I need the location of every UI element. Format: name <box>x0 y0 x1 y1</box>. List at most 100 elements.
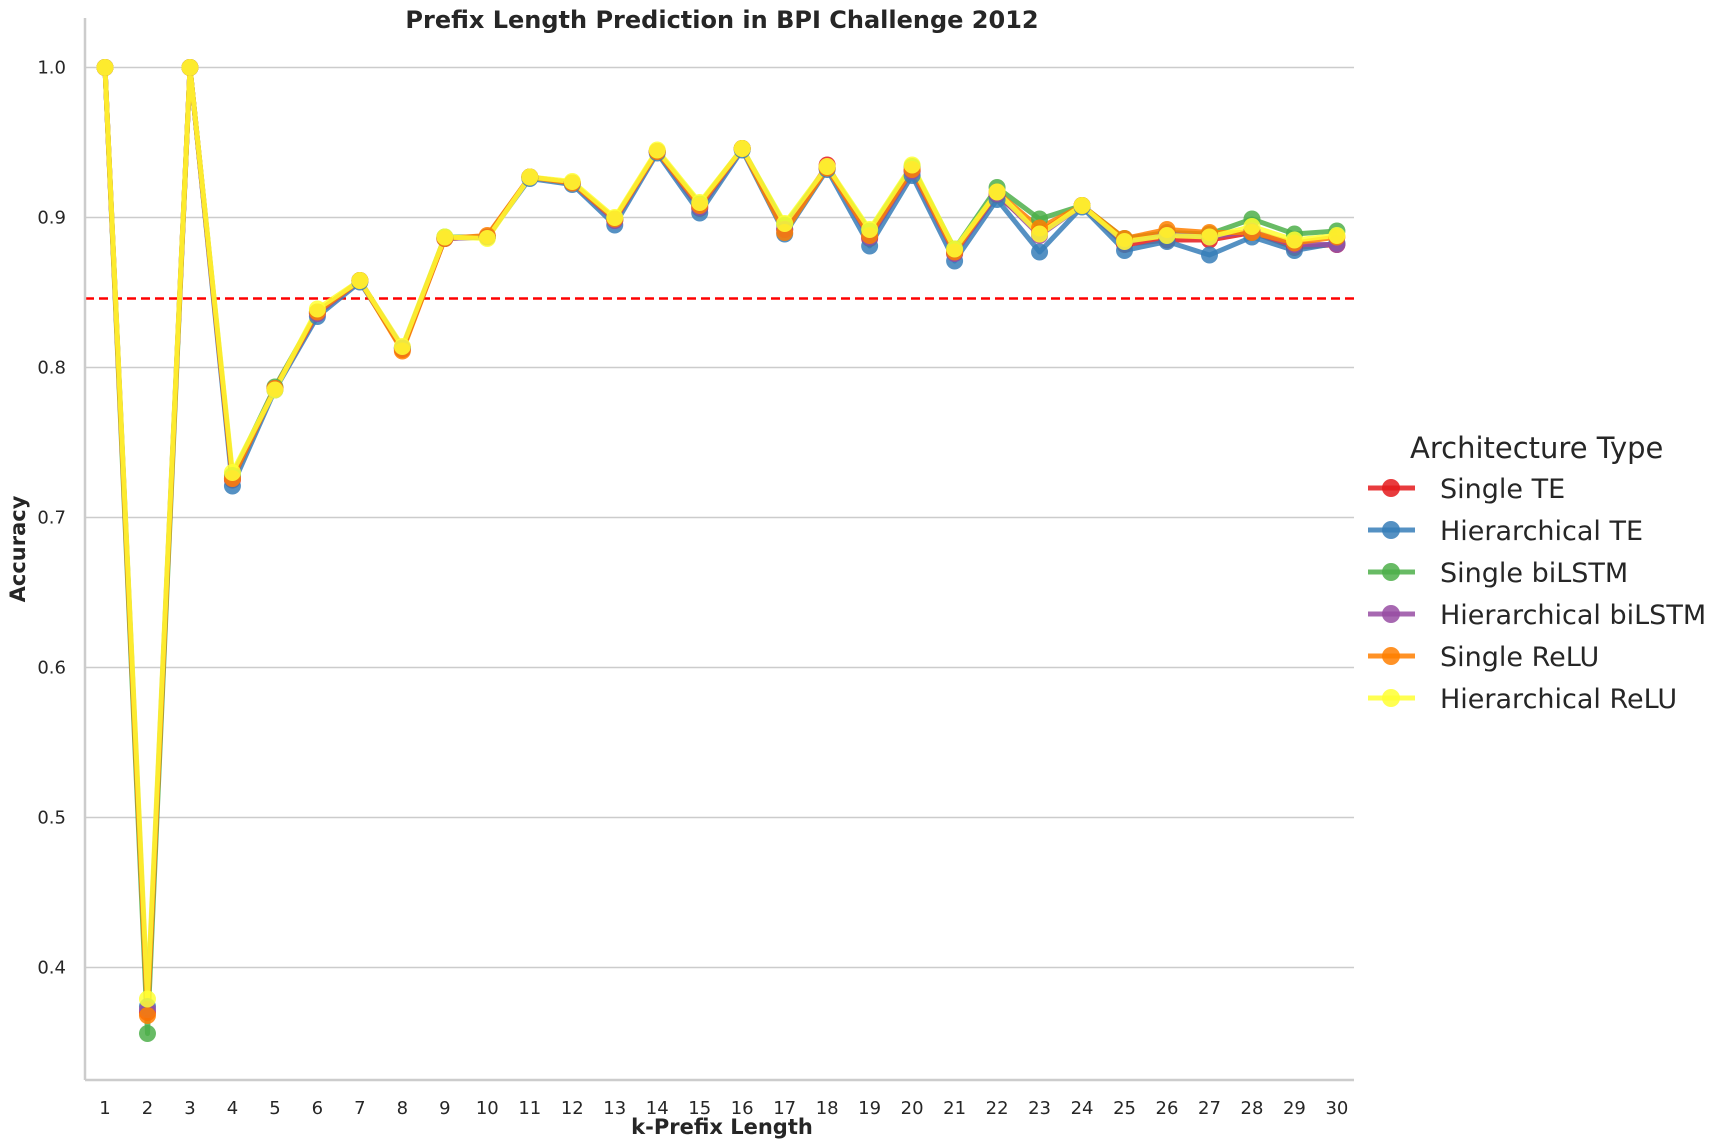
legend-marker <box>1382 689 1400 707</box>
data-point <box>1285 231 1303 249</box>
x-tick-label: 23 <box>1028 1098 1051 1119</box>
y-tick-labels: 0.4 0.5 0.6 0.7 0.8 0.9 1.0 <box>37 58 66 979</box>
x-tick-label: 15 <box>688 1098 711 1119</box>
data-point <box>223 464 241 481</box>
series-line <box>102 65 1338 1009</box>
y-tick-label: 0.6 <box>37 658 66 679</box>
x-tick-label: 9 <box>439 1098 450 1119</box>
x-tick-label: 3 <box>184 1098 195 1119</box>
legend-marker <box>1382 647 1400 665</box>
series-line <box>102 65 1338 1002</box>
legend: Architecture Type Single TE Hierarchical … <box>1368 431 1706 715</box>
y-tick-label: 0.8 <box>37 358 66 379</box>
series-line <box>102 65 1337 1012</box>
data-point <box>1073 197 1091 214</box>
data-point <box>1031 243 1049 261</box>
legend-marker <box>1382 605 1400 623</box>
y-tick-label: 0.5 <box>37 808 66 829</box>
data-point <box>691 194 709 211</box>
data-point <box>648 141 666 159</box>
data-point <box>1158 227 1176 244</box>
legend-label: Hierarchical ReLU <box>1440 684 1677 715</box>
data-point <box>393 338 411 355</box>
legend-label: Hierarchical biLSTM <box>1440 600 1706 631</box>
series-points <box>96 59 1346 1042</box>
x-tick-label: 30 <box>1325 1098 1348 1119</box>
data-point <box>1031 225 1049 243</box>
data-point <box>606 209 624 226</box>
data-point <box>351 272 369 289</box>
data-point <box>266 381 284 399</box>
x-tick-label: 26 <box>1156 1098 1179 1119</box>
data-point <box>1200 246 1218 264</box>
x-tick-label: 27 <box>1198 1098 1221 1119</box>
y-tick-label: 0.7 <box>37 508 66 529</box>
series-lines <box>102 65 1338 1036</box>
x-tick-label: 2 <box>142 1098 153 1119</box>
series-line <box>102 65 1338 1036</box>
legend-label: Single biLSTM <box>1440 558 1628 589</box>
x-tick-label: 12 <box>561 1098 584 1119</box>
x-tick-label: 6 <box>312 1098 323 1119</box>
x-tick-label: 17 <box>773 1098 796 1119</box>
data-point <box>138 1025 156 1042</box>
series-line <box>102 65 1338 1015</box>
x-tick-label: 19 <box>858 1098 881 1119</box>
chart-title: Prefix Length Prediction in BPI Challeng… <box>405 6 1038 34</box>
x-tick-label: 22 <box>986 1098 1009 1119</box>
data-point <box>988 183 1006 201</box>
y-tick-label: 0.9 <box>37 208 66 229</box>
x-tick-label: 1 <box>99 1098 110 1119</box>
legend-marker <box>1382 479 1400 497</box>
data-point <box>861 221 879 238</box>
x-tick-labels: 1 2 3 4 5 6 7 8 9 10 11 12 13 14 15 16 17 18 19 20 21 22 23 24 2… <box>99 1098 1348 1119</box>
y-tick-label: 0.4 <box>37 958 66 979</box>
x-tick-label: 25 <box>1113 1098 1136 1119</box>
data-point <box>1116 233 1134 250</box>
x-tick-label: 13 <box>603 1098 626 1119</box>
data-point <box>733 140 751 157</box>
y-axis-label: Accuracy <box>6 495 30 602</box>
data-point <box>96 59 114 76</box>
x-tick-label: 8 <box>397 1098 408 1119</box>
legend-label: Hierarchical TE <box>1440 516 1643 547</box>
x-tick-label: 5 <box>269 1098 280 1119</box>
data-point <box>181 59 199 76</box>
x-tick-label: 28 <box>1241 1098 1264 1119</box>
data-point <box>436 228 454 246</box>
series-line <box>102 65 1338 1018</box>
axes <box>83 18 1354 1082</box>
legend-marker <box>1382 563 1400 581</box>
x-tick-label: 24 <box>1071 1098 1094 1119</box>
data-point <box>1243 218 1261 235</box>
data-point <box>478 230 496 247</box>
data-point <box>521 168 539 186</box>
x-tick-label: 4 <box>227 1098 238 1119</box>
x-axis-label: k-Prefix Length <box>631 1115 813 1139</box>
legend-title: Architecture Type <box>1410 431 1663 465</box>
y-tick-label: 1.0 <box>37 58 66 79</box>
legend-label: Single ReLU <box>1440 642 1599 673</box>
x-tick-label: 18 <box>816 1098 839 1119</box>
legend-marker <box>1382 521 1400 539</box>
data-point <box>903 156 921 174</box>
x-tick-label: 11 <box>518 1098 541 1119</box>
x-tick-label: 10 <box>476 1098 499 1119</box>
x-tick-label: 20 <box>901 1098 924 1119</box>
data-point <box>308 300 326 318</box>
data-point <box>138 1007 156 1024</box>
data-point <box>138 990 156 1008</box>
data-point <box>1200 228 1218 246</box>
x-tick-label: 16 <box>731 1098 754 1119</box>
grid-lines <box>85 66 1354 969</box>
x-tick-label: 21 <box>943 1098 966 1119</box>
legend-label: Single TE <box>1440 474 1565 505</box>
x-tick-label: 29 <box>1283 1098 1306 1119</box>
data-point <box>818 158 836 175</box>
x-tick-label: 7 <box>354 1098 365 1119</box>
data-point <box>563 173 581 190</box>
data-point <box>1328 227 1346 244</box>
x-tick-label: 14 <box>646 1098 669 1119</box>
data-point <box>946 240 964 258</box>
